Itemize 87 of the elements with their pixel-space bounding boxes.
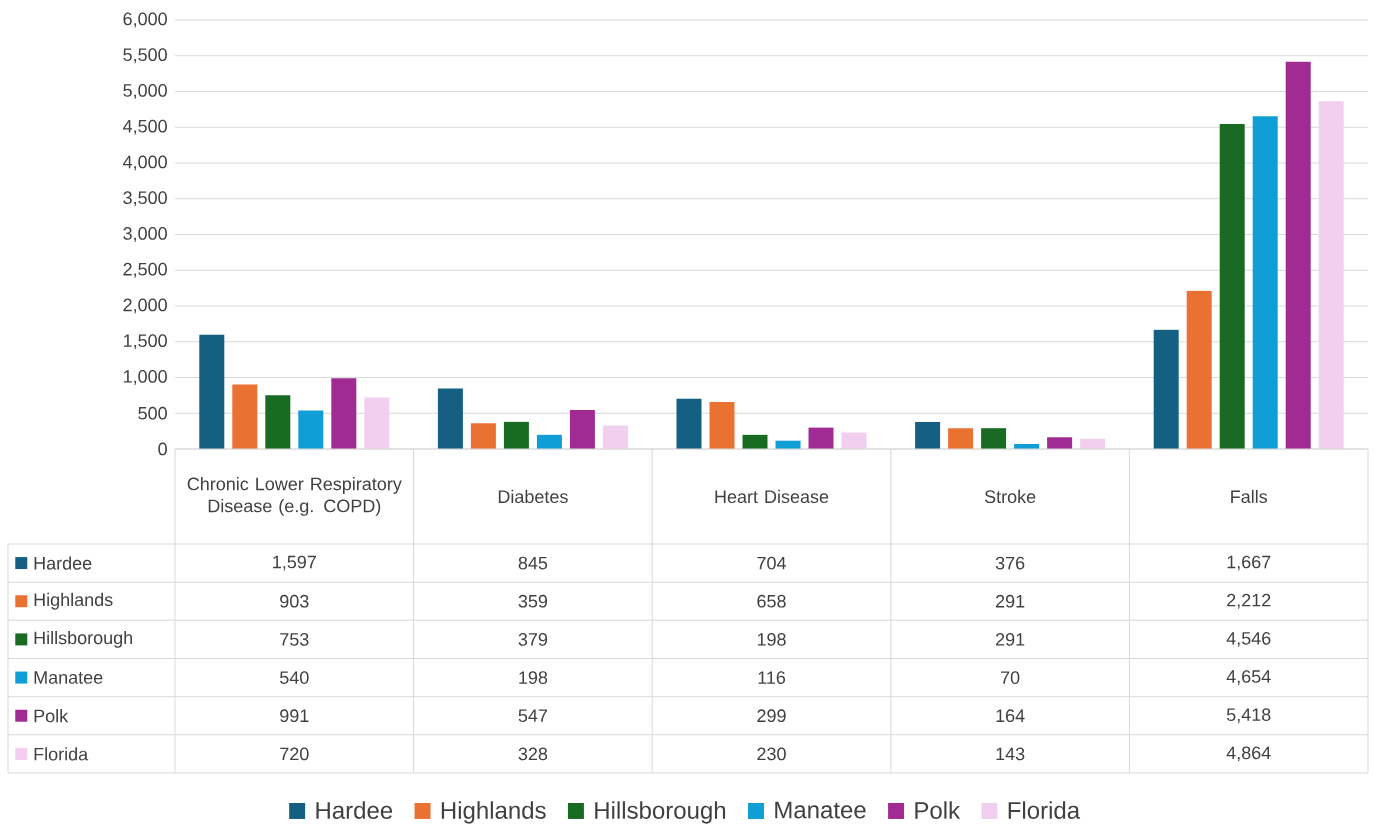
legend-label: Highlands xyxy=(34,592,113,610)
bar xyxy=(1285,61,1311,449)
data-label: 291 xyxy=(996,633,1025,646)
y-tick-label: 500 xyxy=(138,406,167,420)
bar xyxy=(709,401,735,449)
bar xyxy=(470,423,496,449)
bar xyxy=(232,384,258,449)
bar xyxy=(841,432,867,449)
y-tick-label: 4,000 xyxy=(123,155,167,171)
y-tick-label: 2,000 xyxy=(123,298,167,314)
data-label: 5,418 xyxy=(1226,708,1271,724)
bar xyxy=(981,428,1007,449)
x-tick-label: Stroke xyxy=(984,489,1036,504)
data-label: 291 xyxy=(996,594,1025,608)
bar xyxy=(536,434,562,449)
data-label: 720 xyxy=(280,747,309,761)
x-tick-label: Heart Disease xyxy=(715,489,829,504)
bar xyxy=(742,434,768,449)
data-label: 328 xyxy=(518,747,548,761)
bar xyxy=(1252,116,1278,449)
bar xyxy=(915,422,941,449)
data-label: 753 xyxy=(280,633,309,646)
y-tick-label: 6,000 xyxy=(123,12,167,28)
text: Florida xyxy=(34,747,89,761)
y-tick-label: 1,500 xyxy=(123,334,167,350)
data-label: 704 xyxy=(757,556,786,570)
data-label: 991 xyxy=(280,709,309,723)
data-label: 164 xyxy=(996,709,1025,723)
data-label: 198 xyxy=(519,671,548,684)
data-label: 198 xyxy=(757,633,786,646)
bar xyxy=(1318,101,1344,449)
bar xyxy=(602,425,628,449)
text: Manatee xyxy=(775,801,866,819)
bar xyxy=(1047,437,1073,449)
data-label: 1,597 xyxy=(273,555,316,571)
data-label: 70 xyxy=(1001,671,1020,684)
bar xyxy=(1186,290,1212,449)
y-tick-label: 1,000 xyxy=(123,370,167,385)
y-tick-label: 5,500 xyxy=(123,48,167,64)
data-label: 376 xyxy=(995,556,1025,570)
bar xyxy=(298,410,324,449)
bar xyxy=(503,421,529,449)
bar xyxy=(364,397,390,449)
legend-label: Manatee xyxy=(34,671,103,684)
data-label: 658 xyxy=(757,594,786,608)
data-label: 116 xyxy=(758,671,786,684)
legend-label: Hardee xyxy=(34,556,92,570)
bar xyxy=(265,395,291,449)
x-tick-label: Falls xyxy=(1231,489,1268,504)
y-tick-label: 3,500 xyxy=(123,191,167,207)
text: Hardee xyxy=(316,801,393,819)
x-tick-label: Diabetes xyxy=(498,489,568,504)
data-label: 1,667 xyxy=(1227,555,1271,571)
data-label: 547 xyxy=(518,709,548,722)
bar xyxy=(437,388,463,449)
bar xyxy=(808,427,834,449)
bar xyxy=(1153,329,1179,449)
x-tick-label: Chronic Lower Respiratory Disease (e.g. COPD) xyxy=(187,477,402,516)
y-tick-label: 0 xyxy=(158,442,167,456)
data-label: 903 xyxy=(280,594,309,608)
bar xyxy=(1219,123,1245,449)
y-tick-label: 2,500 xyxy=(123,262,167,278)
legend-label: Polk xyxy=(915,801,961,819)
text: Hillsborough xyxy=(595,801,726,824)
bar xyxy=(199,334,225,449)
data-label: 4,546 xyxy=(1226,631,1271,647)
data-label: 4,654 xyxy=(1226,670,1271,685)
data-label: 540 xyxy=(280,671,309,684)
y-tick-label: 3,000 xyxy=(123,227,167,242)
data-label: 143 xyxy=(996,747,1025,761)
y-tick-label: 5,000 xyxy=(123,84,167,99)
legend-label: Florida xyxy=(1008,801,1081,819)
legend-label: Hillsborough xyxy=(34,631,132,648)
data-label: 359 xyxy=(518,594,548,608)
data-label: 230 xyxy=(757,747,786,761)
bar xyxy=(331,378,357,449)
bar xyxy=(569,409,595,449)
bar xyxy=(676,398,702,449)
data-label: 2,212 xyxy=(1227,593,1271,609)
text: Highlands xyxy=(441,801,546,824)
data-label: 845 xyxy=(518,556,548,570)
bar xyxy=(948,428,974,449)
y-tick-label: 4,500 xyxy=(123,119,167,135)
data-label: 299 xyxy=(757,709,786,723)
text: Polk xyxy=(34,709,69,723)
data-label: 379 xyxy=(518,633,548,646)
data-label: 4,864 xyxy=(1226,746,1271,762)
